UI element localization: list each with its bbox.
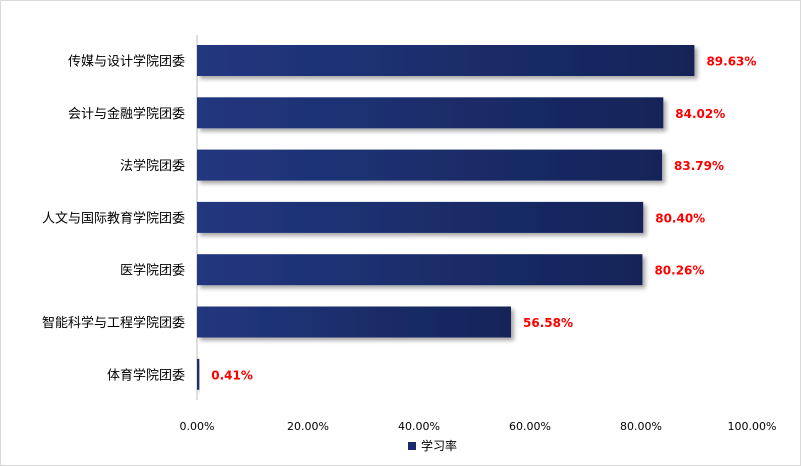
category-label: 人文与国际教育学院团委 [42,210,185,226]
legend-swatch [408,442,416,450]
category-label: 体育学院团委 [107,367,185,383]
value-label: 0.41% [211,368,253,382]
category-label: 智能科学与工程学院团委 [42,315,185,331]
category-label: 会计与金融学院团委 [68,106,185,122]
value-label: 80.40% [655,211,705,225]
value-label: 84.02% [675,107,725,121]
bar [197,306,512,338]
value-label: 56.58% [523,316,573,330]
category-label: 法学院团委 [120,158,185,174]
legend-label: 学习率 [421,438,457,453]
bar [197,201,644,233]
x-tick-label: 40.00% [398,420,440,433]
x-tick-label: 0.00% [180,420,215,433]
x-tick-label: 60.00% [509,420,551,433]
value-label: 89.63% [706,55,756,69]
category-label: 医学院团委 [120,263,185,279]
bar [197,97,664,129]
x-tick-label: 100.00% [728,420,777,433]
bar [197,358,200,390]
bar [197,254,643,286]
bar [197,149,663,181]
x-tick-label: 80.00% [620,420,662,433]
value-label: 83.79% [674,159,724,173]
bar [197,45,695,76]
x-tick-label: 20.00% [287,420,329,433]
value-label: 80.26% [654,264,704,278]
category-label: 传媒与设计学院团委 [68,54,185,70]
plot-area: 传媒与设计学院团委 89.63% 会计与金融学院团委 84.02% 法学院团委 83.79… [42,35,776,453]
